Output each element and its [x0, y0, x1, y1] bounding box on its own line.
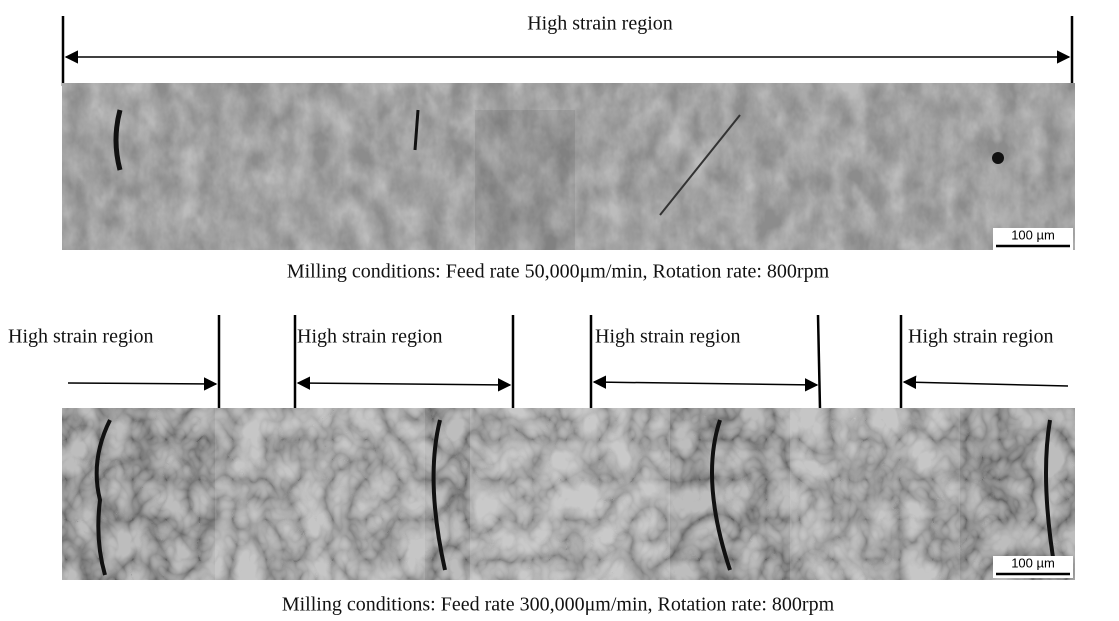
page: High strain region 100 µm Milling condit…: [0, 0, 1119, 621]
region-label: High strain region: [8, 326, 154, 348]
region-label: High strain region: [297, 326, 443, 348]
region-arrow: [298, 383, 510, 385]
micrograph: [62, 408, 1075, 580]
region-label: High strain region: [595, 326, 741, 348]
figure: High strain region 100 µm Milling condit…: [0, 0, 1119, 621]
caption: Milling conditions: Feed rate 300,000μm/…: [282, 594, 835, 616]
scale-bar-label: 100 µm: [1011, 227, 1055, 242]
region-arrow: [904, 382, 1068, 386]
region-arrow: [594, 382, 817, 385]
region-label: High strain region: [527, 13, 673, 35]
micrograph: [62, 83, 1075, 250]
region-arrow: [68, 383, 216, 384]
caption: Milling conditions: Feed rate 50,000μm/m…: [287, 261, 830, 283]
region-label: High strain region: [908, 326, 1054, 348]
scale-bar-label: 100 µm: [1011, 555, 1055, 570]
